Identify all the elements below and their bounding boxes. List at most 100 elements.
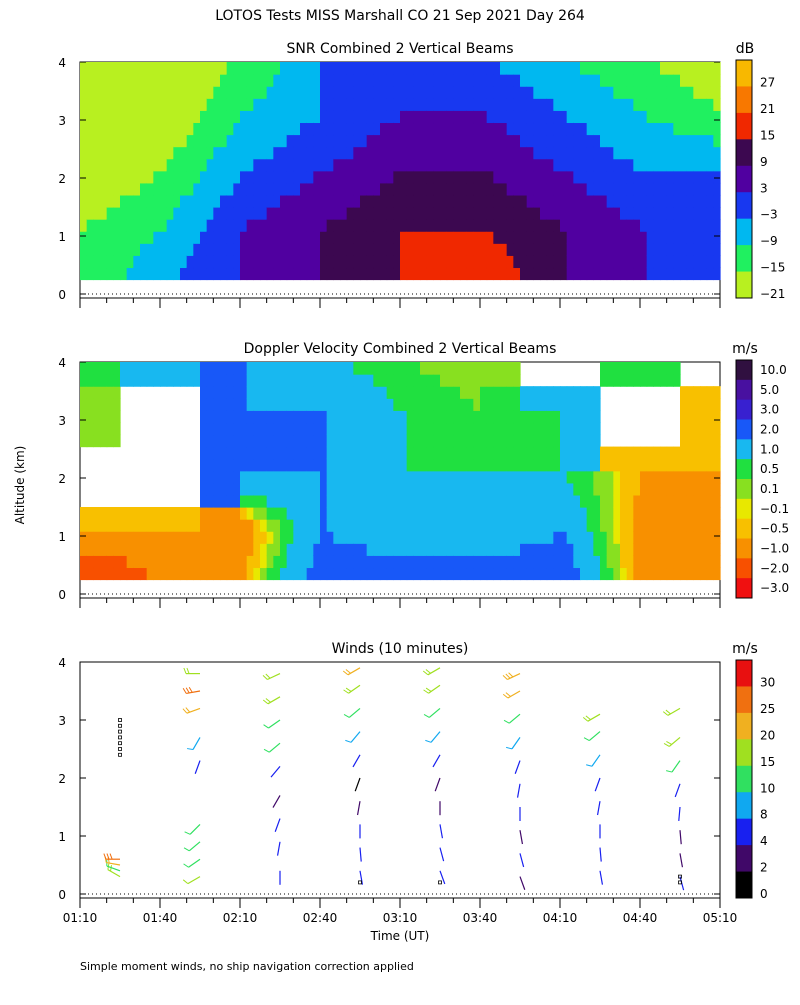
heatmap-cell: [113, 147, 120, 160]
heatmap-cell: [420, 62, 427, 75]
heatmap-cell: [313, 110, 320, 123]
heatmap-cell: [313, 267, 320, 280]
heatmap-cell: [500, 255, 507, 268]
heatmap-cell: [553, 62, 560, 75]
heatmap-cell: [373, 62, 380, 75]
heatmap-cell: [507, 398, 514, 411]
heatmap-cell: [280, 98, 287, 111]
heatmap-cell: [347, 135, 354, 148]
heatmap-cell: [447, 519, 454, 532]
heatmap-cell: [587, 86, 594, 99]
heatmap-cell: [553, 386, 560, 399]
heatmap-cell: [253, 159, 260, 172]
heatmap-cell: [213, 531, 220, 544]
heatmap-cell: [633, 543, 640, 556]
heatmap-cell: [340, 422, 347, 435]
heatmap-cell: [380, 110, 387, 123]
heatmap-cell: [520, 219, 527, 232]
heatmap-cell: [140, 135, 147, 148]
heatmap-cell: [87, 422, 94, 435]
heatmap-cell: [307, 255, 314, 268]
heatmap-cell: [607, 555, 614, 568]
heatmap-cell: [240, 531, 247, 544]
heatmap-cell: [527, 567, 534, 580]
heatmap-cell: [680, 195, 687, 208]
heatmap-cell: [153, 243, 160, 256]
heatmap-cell: [400, 243, 407, 256]
heatmap-cell: [267, 471, 274, 484]
heatmap-cell: [187, 519, 194, 532]
heatmap-cell: [347, 422, 354, 435]
heatmap-cell: [247, 519, 254, 532]
heatmap-cell: [427, 567, 434, 580]
heatmap-cell: [653, 74, 660, 87]
heatmap-cell: [433, 135, 440, 148]
heatmap-cell: [520, 243, 527, 256]
heatmap-cell: [427, 386, 434, 399]
heatmap-cell: [507, 531, 514, 544]
heatmap-cell: [667, 110, 674, 123]
colorbar-label: −3: [760, 208, 778, 222]
heatmap-cell: [620, 147, 627, 160]
heatmap-cell: [153, 362, 160, 375]
heatmap-cell: [327, 183, 334, 196]
heatmap-cell: [313, 495, 320, 508]
heatmap-cell: [100, 171, 107, 184]
heatmap-cell: [707, 410, 714, 423]
heatmap-cell: [440, 519, 447, 532]
heatmap-cell: [527, 483, 534, 496]
heatmap-cell: [707, 62, 714, 75]
heatmap-cell: [700, 495, 707, 508]
heatmap-cell: [87, 374, 94, 387]
heatmap-cell: [547, 507, 554, 520]
heatmap-cell: [540, 195, 547, 208]
heatmap-cell: [533, 231, 540, 244]
heatmap-cell: [387, 471, 394, 484]
heatmap-cell: [593, 86, 600, 99]
heatmap-cell: [667, 159, 674, 172]
heatmap-cell: [307, 135, 314, 148]
heatmap-cell: [487, 135, 494, 148]
panel-velocity-units: m/s: [732, 341, 758, 357]
heatmap-cell: [347, 183, 354, 196]
heatmap-cell: [293, 519, 300, 532]
heatmap-cell: [647, 555, 654, 568]
heatmap-cell: [340, 543, 347, 556]
heatmap-cell: [133, 86, 140, 99]
heatmap-cell: [647, 519, 654, 532]
heatmap-cell: [480, 531, 487, 544]
heatmap-cell: [533, 410, 540, 423]
heatmap-cell: [127, 183, 134, 196]
heatmap-cell: [353, 362, 360, 375]
heatmap-cell: [480, 86, 487, 99]
y-tick-label: 3: [58, 114, 66, 128]
heatmap-cell: [113, 86, 120, 99]
heatmap-cell: [673, 362, 680, 375]
heatmap-cell: [193, 243, 200, 256]
heatmap-cell: [233, 195, 240, 208]
heatmap-cell: [220, 422, 227, 435]
heatmap-cell: [533, 531, 540, 544]
heatmap-cell: [460, 159, 467, 172]
heatmap-cell: [627, 147, 634, 160]
heatmap-cell: [587, 398, 594, 411]
heatmap-cell: [133, 147, 140, 160]
heatmap-cell: [220, 183, 227, 196]
heatmap-cell: [440, 219, 447, 232]
heatmap-cell: [680, 147, 687, 160]
heatmap-cell: [533, 471, 540, 484]
heatmap-cell: [347, 219, 354, 232]
heatmap-cell: [560, 231, 567, 244]
heatmap-cell: [213, 110, 220, 123]
heatmap-cell: [420, 543, 427, 556]
heatmap-cell: [580, 531, 587, 544]
heatmap-cell: [227, 147, 234, 160]
heatmap-cell: [693, 195, 700, 208]
heatmap-cell: [467, 410, 474, 423]
heatmap-cell: [433, 422, 440, 435]
heatmap-cell: [680, 255, 687, 268]
heatmap-cell: [520, 483, 527, 496]
heatmap-cell: [693, 219, 700, 232]
heatmap-cell: [580, 567, 587, 580]
colorbar-swatch: [736, 360, 752, 380]
